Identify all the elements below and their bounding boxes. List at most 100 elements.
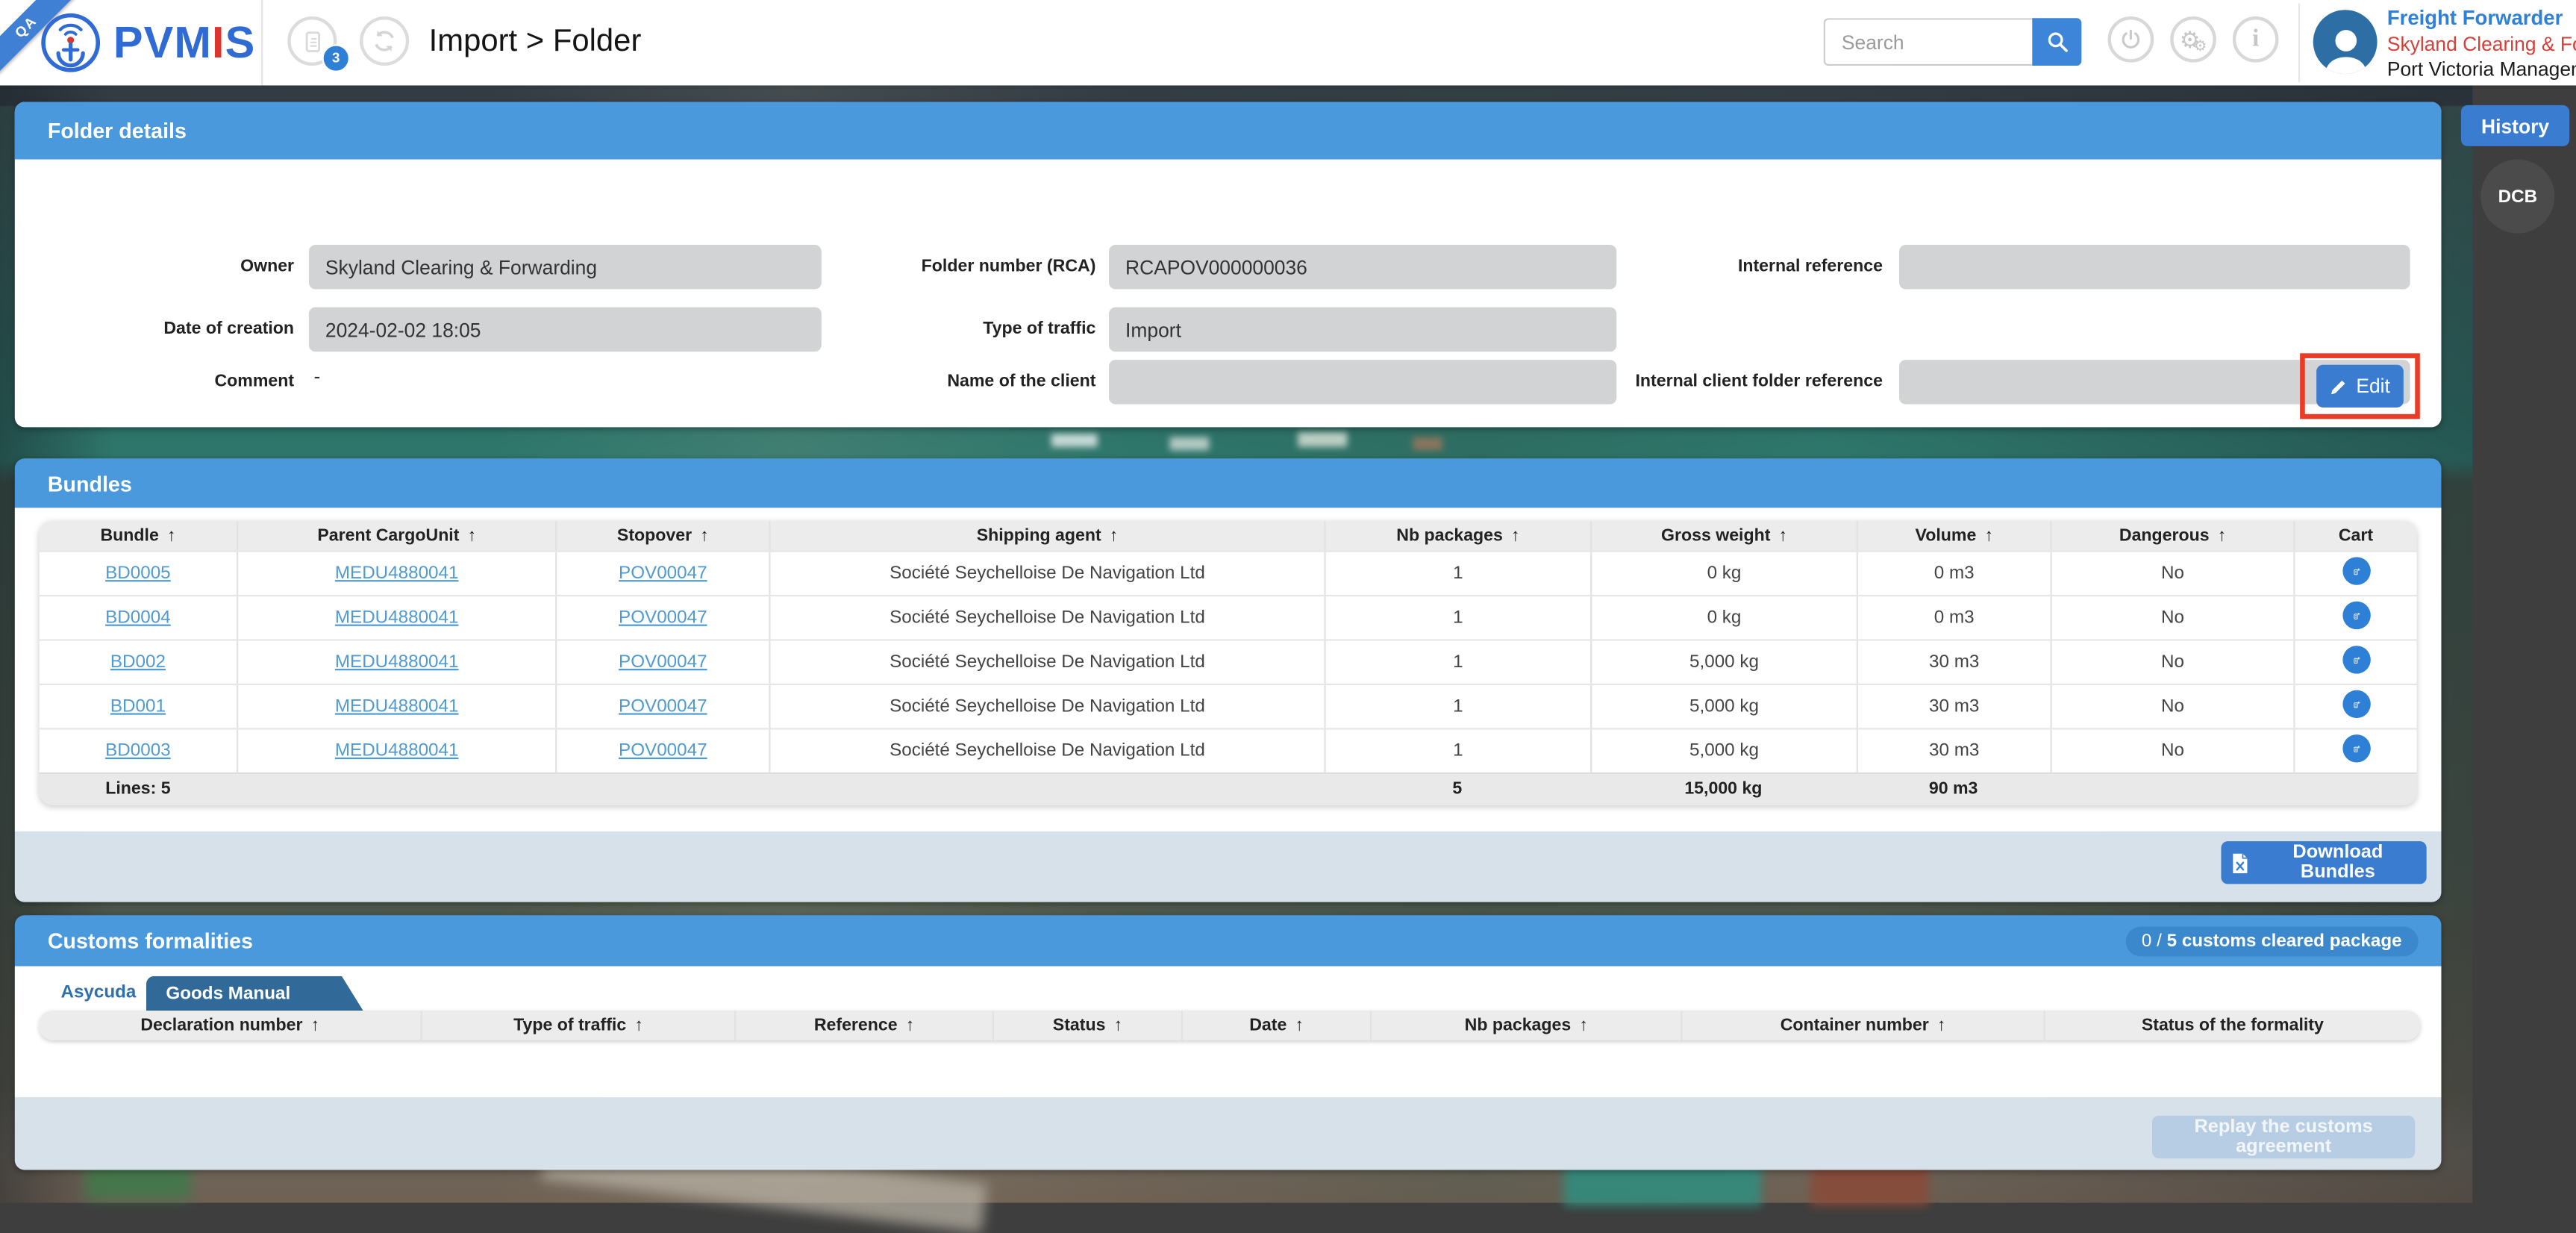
column-header-volume[interactable]: Volume ↑ [1856,520,2051,551]
column-header-shipping-agent[interactable]: Shipping agent ↑ [769,520,1324,551]
sort-asc-icon: ↑ [1984,525,1993,546]
internal-reference-label: Internal reference [1737,256,1883,276]
column-header-reference[interactable]: Reference ↑ [734,1010,992,1040]
gross-weight-cell: 0 kg [1590,596,1857,640]
add-to-cart-button[interactable] [2342,734,2370,763]
bundle-row: BD0004 MEDU4880041 POV00047 Société Seyc… [39,594,2417,640]
column-header-status[interactable]: Status ↑ [992,1010,1181,1040]
excel-file-icon [2233,852,2248,873]
bundle-link[interactable]: BD001 [110,696,166,717]
search-input[interactable] [1823,18,2033,66]
user-initials-badge[interactable]: DCB [2480,159,2555,234]
cargo-unit-link[interactable]: MEDU4880041 [334,740,459,761]
sort-asc-icon: ↑ [1113,1015,1123,1035]
sort-asc-icon: ↑ [1295,1015,1304,1035]
download-bundles-button[interactable]: Download Bundles [2221,841,2427,884]
column-header-cart: Cart [2293,520,2416,551]
stopover-link[interactable]: POV00047 [619,564,707,584]
refresh-icon[interactable] [360,16,410,66]
total-nb-packages: 5 [1452,778,1463,799]
pencil-icon [2331,379,2345,394]
info-icon[interactable]: i [2232,16,2279,63]
history-button[interactable]: History [2460,104,2570,146]
sort-asc-icon: ↑ [1778,525,1787,546]
bundle-link[interactable]: BD0005 [105,564,171,584]
logo-wordmark: PVMIS [113,18,256,68]
column-header-bundle[interactable]: Bundle ↑ [100,525,176,546]
shipping-agent-cell: Société Seychelloise De Navigation Ltd [769,729,1324,772]
dangerous-cell: No [2050,640,2294,684]
column-header-stopover[interactable]: Stopover ↑ [555,520,769,551]
sort-asc-icon: ↑ [166,525,176,546]
photo-blob [1298,432,1348,447]
column-header-date[interactable]: Date ↑ [1181,1010,1370,1040]
cart-plus-icon [2353,567,2360,575]
add-to-cart-button[interactable] [2342,690,2370,719]
bundle-row: BD0005 MEDU4880041 POV00047 Société Seyc… [39,550,2417,595]
column-header-parent-cargounit[interactable]: Parent CargoUnit ↑ [237,520,555,551]
sort-asc-icon: ↑ [700,525,709,546]
shipping-agent-cell: Société Seychelloise De Navigation Ltd [769,552,1324,595]
cargo-unit-link[interactable]: MEDU4880041 [334,608,459,628]
column-header-gross-weight[interactable]: Gross weight ↑ [1590,520,1857,551]
internal-client-folder-reference-label: Internal client folder reference [1635,371,1883,391]
bundle-link[interactable]: BD002 [110,652,166,672]
edit-highlight-annotation [2300,353,2420,419]
stopover-link[interactable]: POV00047 [619,652,707,672]
stopover-link[interactable]: POV00047 [619,696,707,717]
folder-number-label: Folder number (RCA) [921,256,1096,276]
cleared-separator: / [2157,931,2162,952]
app-logo[interactable]: PVMIS [40,10,256,75]
user-avatar[interactable] [2313,10,2378,75]
bundles-table-footer: Lines: 5 5 15,000 kg 90 m3 [39,772,2417,805]
cargo-unit-link[interactable]: MEDU4880041 [334,652,459,672]
column-header-type-of-traffic[interactable]: Type of traffic ↑ [420,1010,734,1040]
folder-details-header: Folder details [14,102,2442,160]
user-role: Freight Forwarder [2386,6,2563,30]
edit-button[interactable]: Edit [2316,364,2404,408]
page-title: Import > Folder [428,25,642,60]
sort-asc-icon: ↑ [905,1015,915,1035]
column-header-dangerous[interactable]: Dangerous ↑ [2050,520,2294,551]
add-to-cart-button[interactable] [2342,646,2370,674]
column-header-declaration-number[interactable]: Declaration number ↑ [140,1015,320,1035]
bundles-table-header: Bundle ↑ Parent CargoUnit ↑ Stopover ↑ Ship… [39,520,2417,551]
right-sidebar [2472,85,2576,1203]
shipping-agent-cell: Société Seychelloise De Navigation Ltd [769,596,1324,640]
total-volume: 90 m3 [1928,778,1978,799]
volume-cell: 30 m3 [1856,685,2051,728]
column-header-container-number[interactable]: Container number ↑ [1681,1010,2044,1040]
gear-glyph-small: ⚙ [2193,37,2207,54]
cargo-unit-link[interactable]: MEDU4880041 [334,564,459,584]
cart-plus-icon [2353,656,2360,664]
photo-blob [1051,434,1098,447]
settings-gear-icon[interactable]: ⚙ ⚙ [2170,16,2216,63]
stopover-link[interactable]: POV00047 [619,608,707,628]
add-to-cart-button[interactable] [2342,601,2370,630]
cargo-unit-link[interactable]: MEDU4880041 [334,696,459,717]
bundle-row: BD0003 MEDU4880041 POV00047 Société Seyc… [39,728,2417,772]
notification-count-badge: 3 [322,44,350,72]
customs-formalities-panel: Customs formalities 0 / 5 customs cleare… [14,915,2442,1170]
tab-asycuda[interactable]: Asycuda [54,976,143,1011]
gross-weight-cell: 5,000 kg [1590,729,1857,772]
anchor-logo-icon [41,13,101,72]
power-logout-icon[interactable] [2107,16,2154,63]
gross-weight-cell: 5,000 kg [1590,685,1857,728]
dangerous-cell: No [2050,685,2294,728]
divider [2298,3,2301,83]
bundle-link[interactable]: BD0004 [105,608,171,628]
customs-header: Customs formalities [14,915,2442,967]
sort-asc-icon: ↑ [467,525,476,546]
add-to-cart-button[interactable] [2342,557,2370,585]
tab-goods-manual-clearance[interactable]: Goods Manual Clearance [146,976,363,1011]
search-button[interactable] [2032,18,2082,66]
shipping-agent-cell: Société Seychelloise De Navigation Ltd [769,685,1324,728]
document-icon [304,31,319,51]
stopover-link[interactable]: POV00047 [619,740,707,761]
bundle-link[interactable]: BD0003 [105,740,171,761]
column-header-nb-packages[interactable]: Nb packages ↑ [1370,1010,1681,1040]
column-header-nb-packages[interactable]: Nb packages ↑ [1324,520,1590,551]
nb-packages-cell: 1 [1324,552,1590,595]
